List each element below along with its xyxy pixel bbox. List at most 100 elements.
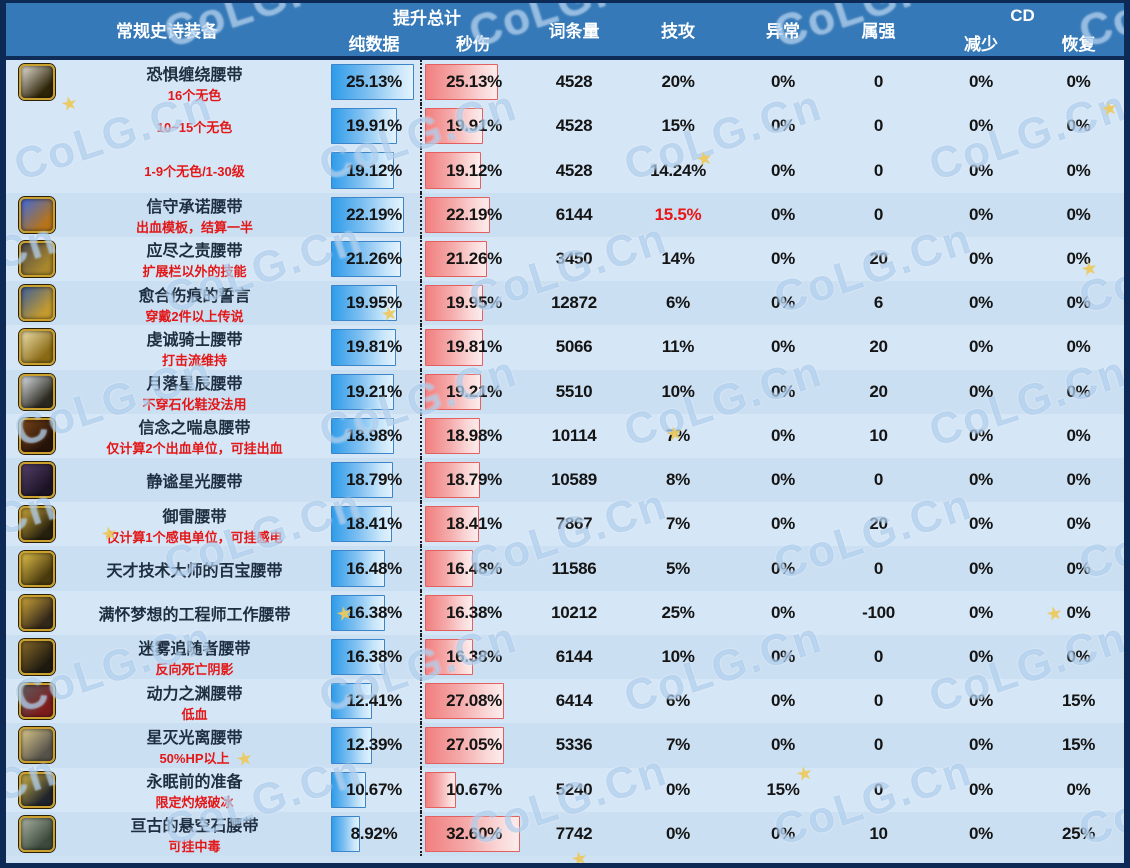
pure-data-value: 18.79% bbox=[346, 470, 402, 490]
dps-bar bbox=[425, 108, 484, 145]
cd-recover-cell: 0% bbox=[1037, 148, 1120, 192]
dps-value: 27.05% bbox=[446, 735, 502, 755]
entries-cell: 10212 bbox=[526, 591, 622, 635]
entries-cell: 10589 bbox=[526, 458, 622, 502]
cd-recover-value: 0% bbox=[1066, 381, 1091, 401]
cd-recover-value: 0% bbox=[1066, 116, 1091, 136]
equipment-cell: 月落星辰腰带 不穿石化鞋没法用 bbox=[6, 370, 328, 414]
dps-bar-cell: 19.12% bbox=[420, 148, 526, 193]
equipment-icon bbox=[19, 329, 55, 366]
cd-recover-cell: 0% bbox=[1037, 237, 1120, 281]
cd-reduce-value: 0% bbox=[969, 72, 993, 92]
skill-attack-value: 7% bbox=[666, 425, 690, 445]
abnormal-value: 0% bbox=[771, 602, 795, 622]
elemental-cell: 0 bbox=[832, 768, 925, 812]
equipment-cell: 恐惧缠绕腰带 16个无色 bbox=[6, 60, 328, 104]
entries-cell: 10114 bbox=[526, 414, 622, 458]
cd-recover-value: 25% bbox=[1061, 823, 1096, 843]
dps-value: 19.21% bbox=[446, 381, 502, 401]
dps-value: 16.48% bbox=[446, 558, 502, 578]
pure-data-bar bbox=[331, 417, 394, 454]
entries-cell: 11586 bbox=[526, 546, 622, 590]
dps-bar-cell: 18.98% bbox=[420, 413, 526, 458]
equipment-name: 动力之渊腰带 bbox=[146, 685, 243, 703]
entries-value: 5240 bbox=[555, 779, 593, 799]
elemental-value: 0 bbox=[873, 470, 884, 490]
elemental-value: 6 bbox=[873, 293, 884, 313]
abnormal-cell: 0% bbox=[734, 591, 832, 635]
pure-data-value: 12.39% bbox=[346, 735, 402, 755]
dps-bar-cell: 21.26% bbox=[420, 236, 526, 282]
equipment-icon bbox=[19, 417, 55, 454]
abnormal-cell: 0% bbox=[734, 679, 832, 723]
equipment-cell: 亘古的悬空石腰带 可挂中毒 bbox=[6, 812, 328, 856]
equipment-cell: 10~15个无色 bbox=[6, 104, 328, 148]
dps-bar-cell: 18.41% bbox=[420, 502, 526, 547]
abnormal-cell: 0% bbox=[734, 414, 832, 458]
cd-recover-value: 0% bbox=[1066, 293, 1091, 313]
dps-bar bbox=[425, 152, 481, 189]
dps-bar bbox=[425, 196, 490, 233]
elemental-value: 0 bbox=[873, 72, 884, 92]
equipment-note: 穿戴2件以上传说 bbox=[145, 308, 244, 324]
entries-cell: 4528 bbox=[526, 60, 622, 104]
entries-value: 5066 bbox=[555, 337, 593, 357]
equipment-note: 仅计算2个出血单位，可挂出血 bbox=[106, 441, 283, 457]
cd-recover-cell: 25% bbox=[1037, 812, 1120, 856]
equipment-icon bbox=[19, 771, 55, 808]
dps-bar bbox=[425, 594, 473, 631]
pure-data-bar bbox=[331, 285, 397, 322]
elemental-value: 0 bbox=[873, 160, 884, 180]
entries-value: 7742 bbox=[555, 823, 593, 843]
elemental-cell: 10 bbox=[832, 414, 925, 458]
pure-data-bar bbox=[331, 506, 392, 543]
equipment-cell: 星灭光离腰带 50%HP以上 bbox=[6, 723, 328, 767]
dps-value: 18.98% bbox=[446, 425, 502, 445]
cd-reduce-cell: 0% bbox=[925, 281, 1037, 325]
cd-reduce-value: 0% bbox=[969, 514, 993, 534]
equipment-cell: 信守承诺腰带 出血模板，结算一半 bbox=[6, 193, 328, 237]
header-total-improvement: 提升总计 bbox=[393, 8, 461, 28]
equipment-name: 信守承诺腰带 bbox=[146, 199, 243, 217]
elemental-value: 0 bbox=[873, 558, 884, 578]
equipment-note: 仅计算1个感电单位，可挂感电 bbox=[106, 529, 283, 545]
skill-attack-cell: 14.24% bbox=[622, 148, 734, 192]
cd-reduce-cell: 0% bbox=[925, 458, 1037, 502]
header-equipment: 常规史诗装备 bbox=[116, 22, 218, 41]
equipment-icon bbox=[19, 550, 55, 587]
abnormal-value: 0% bbox=[771, 116, 795, 136]
equipment-cell: 永眠前的准备 限定灼烧破冰 bbox=[6, 768, 328, 812]
entries-cell: 5336 bbox=[526, 723, 622, 767]
cd-recover-cell: 0% bbox=[1037, 414, 1120, 458]
elemental-cell: 0 bbox=[832, 104, 925, 148]
abnormal-value: 0% bbox=[771, 72, 795, 92]
dps-bar bbox=[425, 417, 481, 454]
elemental-cell: 0 bbox=[832, 723, 925, 767]
table-row: 恐惧缠绕腰带 16个无色 25.13% 25.13% 4528 20% 0% 0… bbox=[6, 60, 1124, 105]
cd-recover-value: 0% bbox=[1066, 646, 1091, 666]
equipment-name: 满怀梦想的工程师工作腰带 bbox=[98, 606, 291, 624]
dps-value: 10.67% bbox=[446, 779, 502, 799]
dps-bar-cell: 32.60% bbox=[420, 811, 526, 856]
elemental-value: 0 bbox=[873, 646, 884, 666]
pure-data-bar-cell: 12.39% bbox=[328, 723, 420, 767]
table-row: 天才技术大师的百宝腰带 16.48% 16.48% 11586 5% 0% 0 … bbox=[6, 546, 1124, 591]
cd-recover-cell: 0% bbox=[1037, 325, 1120, 369]
abnormal-cell: 0% bbox=[734, 546, 832, 590]
cd-reduce-cell: 0% bbox=[925, 325, 1037, 369]
equipment-name: 应尽之责腰带 bbox=[146, 243, 243, 261]
entries-cell: 6144 bbox=[526, 193, 622, 237]
abnormal-cell: 0% bbox=[734, 502, 832, 546]
cd-reduce-cell: 0% bbox=[925, 768, 1037, 812]
pure-data-bar-cell: 19.12% bbox=[328, 148, 420, 192]
equipment-note: 50%HP以上 bbox=[159, 750, 230, 766]
header-skill-attack: 技攻 bbox=[661, 22, 695, 41]
entries-value: 10114 bbox=[551, 425, 597, 445]
entries-cell: 7867 bbox=[526, 502, 622, 546]
dps-value: 16.38% bbox=[446, 602, 502, 622]
elemental-value: 0 bbox=[873, 116, 884, 136]
dps-value: 19.12% bbox=[446, 160, 502, 180]
dps-value: 21.26% bbox=[446, 248, 502, 268]
skill-attack-cell: 6% bbox=[622, 679, 734, 723]
